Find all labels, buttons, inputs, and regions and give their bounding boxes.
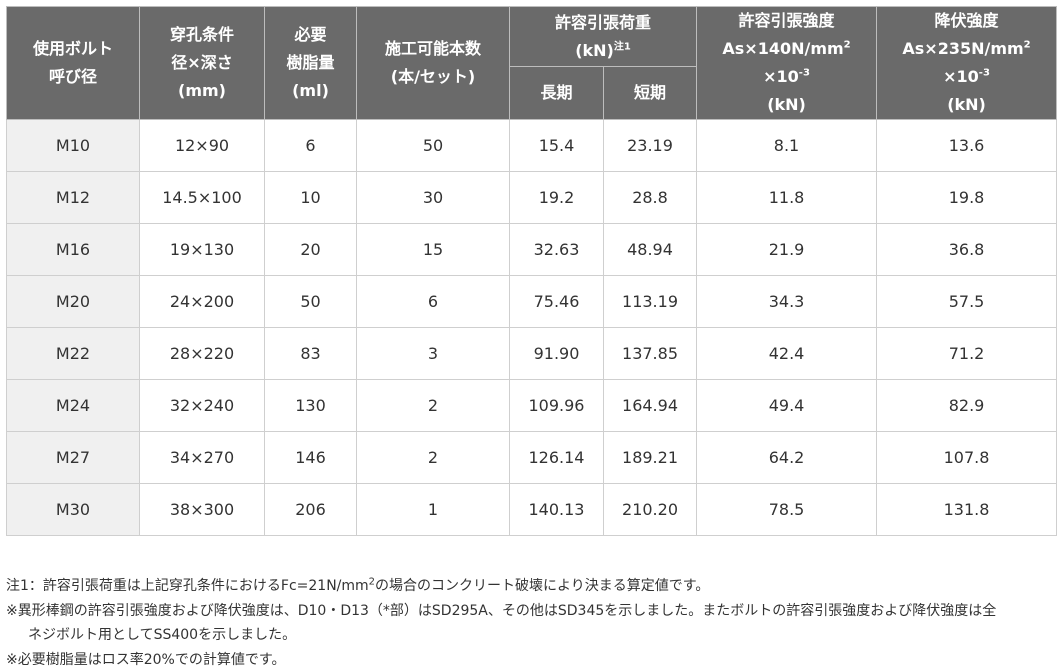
resin-cell: 50	[265, 276, 357, 328]
count-cell: 50	[357, 120, 510, 172]
short-term-cell: 48.94	[604, 224, 697, 276]
header-row: 使用ボルト呼び径 穿孔条件径×深さ(mm) 必要樹脂量(ml) 施工可能本数(本…	[7, 7, 1057, 67]
header-allowable-tensile-load: 許容引張荷重(kN)注1	[510, 7, 697, 67]
bolt-size-cell: M20	[7, 276, 140, 328]
table-row: M30 38×300 206 1 140.13 210.20 78.5 131.…	[7, 484, 1057, 536]
table-row: M20 24×200 50 6 75.46 113.19 34.3 57.5	[7, 276, 1057, 328]
long-term-cell: 109.96	[510, 380, 604, 432]
short-term-cell: 23.19	[604, 120, 697, 172]
tensile-strength-cell: 49.4	[697, 380, 877, 432]
yield-strength-cell: 57.5	[877, 276, 1057, 328]
tensile-strength-cell: 78.5	[697, 484, 877, 536]
yield-strength-cell: 131.8	[877, 484, 1057, 536]
header-installable-count: 施工可能本数(本/セット)	[357, 7, 510, 120]
tensile-strength-cell: 42.4	[697, 328, 877, 380]
header-yield-strength: 降伏強度 As×235N/mm2 ×10-3 (kN)	[877, 7, 1057, 120]
resin-cell: 83	[265, 328, 357, 380]
resin-cell: 130	[265, 380, 357, 432]
header-long-term: 長期	[510, 67, 604, 120]
header-drill-condition: 穿孔条件径×深さ(mm)	[140, 7, 265, 120]
short-term-cell: 210.20	[604, 484, 697, 536]
short-term-cell: 164.94	[604, 380, 697, 432]
tensile-strength-cell: 8.1	[697, 120, 877, 172]
drill-cell: 38×300	[140, 484, 265, 536]
resin-cell: 206	[265, 484, 357, 536]
table-row: M16 19×130 20 15 32.63 48.94 21.9 36.8	[7, 224, 1057, 276]
tensile-strength-cell: 11.8	[697, 172, 877, 224]
long-term-cell: 32.63	[510, 224, 604, 276]
count-cell: 1	[357, 484, 510, 536]
long-term-cell: 126.14	[510, 432, 604, 484]
long-term-cell: 91.90	[510, 328, 604, 380]
bolt-spec-table: 使用ボルト呼び径 穿孔条件径×深さ(mm) 必要樹脂量(ml) 施工可能本数(本…	[6, 6, 1057, 536]
drill-cell: 32×240	[140, 380, 265, 432]
bolt-size-cell: M10	[7, 120, 140, 172]
note-1: 注1：許容引張荷重は上記穿孔条件におけるFc=21N/mm2の場合のコンクリート…	[6, 574, 1058, 599]
header-resin-amount: 必要樹脂量(ml)	[265, 7, 357, 120]
yield-strength-cell: 82.9	[877, 380, 1057, 432]
long-term-cell: 15.4	[510, 120, 604, 172]
header-short-term: 短期	[604, 67, 697, 120]
table-row: M10 12×90 6 50 15.4 23.19 8.1 13.6	[7, 120, 1057, 172]
count-cell: 30	[357, 172, 510, 224]
long-term-cell: 19.2	[510, 172, 604, 224]
bolt-size-cell: M27	[7, 432, 140, 484]
resin-cell: 6	[265, 120, 357, 172]
table-row: M24 32×240 130 2 109.96 164.94 49.4 82.9	[7, 380, 1057, 432]
resin-cell: 10	[265, 172, 357, 224]
bolt-size-cell: M30	[7, 484, 140, 536]
yield-strength-cell: 36.8	[877, 224, 1057, 276]
tensile-strength-cell: 21.9	[697, 224, 877, 276]
note-2-continued: ネジボルト用としてSS400を示しました。	[6, 623, 1058, 648]
short-term-cell: 28.8	[604, 172, 697, 224]
yield-strength-cell: 13.6	[877, 120, 1057, 172]
drill-cell: 19×130	[140, 224, 265, 276]
long-term-cell: 140.13	[510, 484, 604, 536]
short-term-cell: 189.21	[604, 432, 697, 484]
count-cell: 15	[357, 224, 510, 276]
drill-cell: 34×270	[140, 432, 265, 484]
short-term-cell: 113.19	[604, 276, 697, 328]
note-3: ※必要樹脂量はロス率20%での計算値です。	[6, 648, 1058, 672]
table-row: M27 34×270 146 2 126.14 189.21 64.2 107.…	[7, 432, 1057, 484]
tensile-strength-cell: 64.2	[697, 432, 877, 484]
resin-cell: 146	[265, 432, 357, 484]
table-row: M12 14.5×100 10 30 19.2 28.8 11.8 19.8	[7, 172, 1057, 224]
bolt-size-cell: M12	[7, 172, 140, 224]
drill-cell: 12×90	[140, 120, 265, 172]
yield-strength-cell: 71.2	[877, 328, 1057, 380]
table-row: M22 28×220 83 3 91.90 137.85 42.4 71.2	[7, 328, 1057, 380]
drill-cell: 28×220	[140, 328, 265, 380]
yield-strength-cell: 19.8	[877, 172, 1057, 224]
bolt-size-cell: M24	[7, 380, 140, 432]
bolt-size-cell: M16	[7, 224, 140, 276]
short-term-cell: 137.85	[604, 328, 697, 380]
count-cell: 2	[357, 380, 510, 432]
count-cell: 6	[357, 276, 510, 328]
note-2: ※異形棒鋼の許容引張強度および降伏強度は、D10・D13（*部）はSD295A、…	[6, 599, 1058, 624]
header-allowable-tensile-strength: 許容引張強度 As×140N/mm2 ×10-3 (kN)	[697, 7, 877, 120]
count-cell: 3	[357, 328, 510, 380]
resin-cell: 20	[265, 224, 357, 276]
long-term-cell: 75.46	[510, 276, 604, 328]
footnotes: 注1：許容引張荷重は上記穿孔条件におけるFc=21N/mm2の場合のコンクリート…	[6, 574, 1058, 672]
bolt-size-cell: M22	[7, 328, 140, 380]
tensile-strength-cell: 34.3	[697, 276, 877, 328]
header-bolt-size: 使用ボルト呼び径	[7, 7, 140, 120]
yield-strength-cell: 107.8	[877, 432, 1057, 484]
drill-cell: 24×200	[140, 276, 265, 328]
drill-cell: 14.5×100	[140, 172, 265, 224]
count-cell: 2	[357, 432, 510, 484]
